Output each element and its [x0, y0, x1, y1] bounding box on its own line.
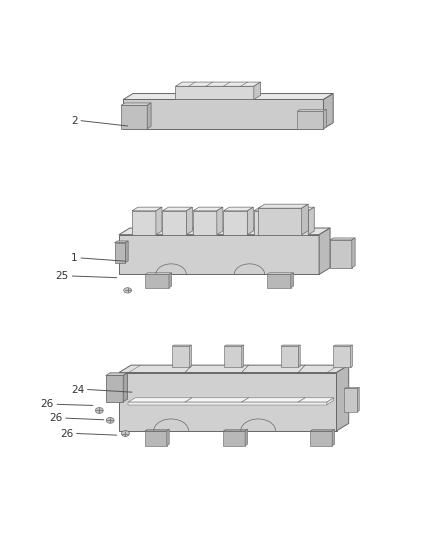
Polygon shape	[350, 345, 353, 367]
Polygon shape	[115, 241, 128, 243]
Polygon shape	[123, 100, 323, 128]
Polygon shape	[193, 211, 217, 235]
Polygon shape	[258, 204, 308, 208]
Polygon shape	[128, 402, 327, 405]
Polygon shape	[311, 430, 335, 431]
Polygon shape	[327, 398, 334, 405]
Polygon shape	[193, 207, 223, 211]
Polygon shape	[344, 389, 357, 412]
Polygon shape	[258, 208, 302, 235]
Ellipse shape	[95, 408, 103, 414]
Polygon shape	[119, 365, 349, 373]
Polygon shape	[254, 211, 278, 235]
Polygon shape	[123, 373, 127, 402]
Polygon shape	[330, 238, 355, 240]
Polygon shape	[223, 207, 253, 211]
Polygon shape	[123, 94, 333, 100]
Polygon shape	[119, 235, 319, 274]
Polygon shape	[145, 273, 172, 274]
Polygon shape	[298, 345, 300, 367]
Polygon shape	[167, 430, 169, 446]
Polygon shape	[190, 345, 191, 367]
Polygon shape	[169, 273, 172, 288]
Polygon shape	[224, 346, 242, 367]
Polygon shape	[106, 375, 123, 402]
Polygon shape	[284, 211, 308, 235]
Polygon shape	[217, 207, 223, 235]
Text: 25: 25	[56, 271, 69, 281]
Polygon shape	[223, 431, 245, 446]
Polygon shape	[172, 346, 190, 367]
Polygon shape	[330, 240, 352, 268]
Ellipse shape	[106, 417, 114, 423]
Polygon shape	[132, 207, 162, 211]
Polygon shape	[323, 109, 326, 128]
Polygon shape	[176, 82, 261, 86]
Polygon shape	[224, 345, 244, 346]
Text: 2: 2	[71, 116, 78, 126]
Polygon shape	[128, 398, 334, 402]
Polygon shape	[319, 228, 330, 274]
Polygon shape	[162, 211, 186, 235]
Polygon shape	[172, 345, 191, 346]
Polygon shape	[336, 365, 349, 431]
Polygon shape	[245, 430, 247, 446]
Polygon shape	[147, 103, 151, 128]
Polygon shape	[156, 207, 162, 235]
Polygon shape	[145, 274, 169, 288]
Polygon shape	[323, 94, 333, 128]
Polygon shape	[162, 207, 192, 211]
Polygon shape	[267, 274, 291, 288]
Polygon shape	[132, 211, 156, 235]
Polygon shape	[357, 387, 359, 412]
Polygon shape	[297, 109, 326, 111]
Polygon shape	[333, 346, 350, 367]
Polygon shape	[352, 238, 355, 268]
Polygon shape	[254, 82, 261, 100]
Polygon shape	[284, 207, 314, 211]
Ellipse shape	[124, 288, 131, 293]
Polygon shape	[302, 204, 308, 235]
Text: 26: 26	[49, 413, 62, 423]
Polygon shape	[125, 241, 128, 263]
Polygon shape	[119, 373, 336, 431]
Polygon shape	[106, 373, 127, 375]
Text: 26: 26	[40, 399, 53, 409]
Polygon shape	[242, 345, 244, 367]
Polygon shape	[121, 103, 151, 106]
Polygon shape	[115, 243, 125, 263]
Polygon shape	[281, 345, 300, 346]
Polygon shape	[267, 273, 293, 274]
Polygon shape	[344, 387, 359, 389]
Ellipse shape	[121, 431, 129, 437]
Polygon shape	[291, 273, 293, 288]
Polygon shape	[223, 211, 247, 235]
Polygon shape	[247, 207, 253, 235]
Polygon shape	[119, 228, 330, 235]
Polygon shape	[278, 207, 284, 235]
Polygon shape	[332, 430, 335, 446]
Polygon shape	[297, 111, 323, 128]
Text: 1: 1	[71, 253, 78, 263]
Polygon shape	[333, 345, 353, 346]
Text: 24: 24	[71, 384, 84, 394]
Polygon shape	[121, 106, 147, 128]
Polygon shape	[281, 346, 298, 367]
Polygon shape	[186, 207, 192, 235]
Text: 26: 26	[60, 429, 73, 439]
Polygon shape	[145, 430, 169, 431]
Polygon shape	[311, 431, 332, 446]
Polygon shape	[145, 431, 167, 446]
Polygon shape	[308, 207, 314, 235]
Polygon shape	[176, 86, 254, 100]
Polygon shape	[223, 430, 247, 431]
Polygon shape	[254, 207, 284, 211]
